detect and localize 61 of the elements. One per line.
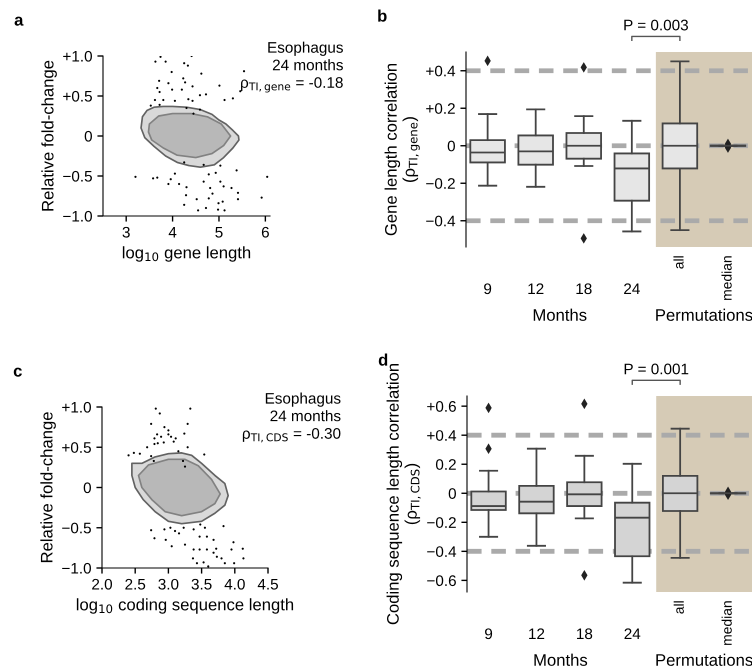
y-tick-label: −0.5: [63, 170, 92, 182]
text: Esophagus 24 months ρ$_{TI,CDS}$ = -0.30: [242, 392, 340, 442]
x-tick-label: 4.0: [224, 578, 245, 590]
x-tick-label: 18: [577, 628, 592, 640]
y-tick-label: +1.0: [63, 50, 92, 62]
x-axis-title: log$_{10}$ gene length: [122, 246, 250, 262]
x-tick-label: 5: [215, 226, 223, 238]
y-tick-label: +0.4: [426, 66, 456, 76]
y-tick-label: +0.6: [427, 401, 456, 412]
y-tick-label: −0.4: [427, 546, 456, 558]
x-tick-label: 12: [528, 283, 544, 294]
y-axis-title: Relative fold-change: [41, 60, 57, 211]
text: Esophagus 24 months ρ$_{TI,gene}$ = -0.18: [241, 42, 343, 92]
y-tick-label: +0.4: [427, 430, 456, 441]
y-axis-title: Gene length correlation (ρ$_{TI,gene}$): [384, 64, 420, 236]
x-tick-label: all: [673, 256, 684, 269]
x-tick-label: 9: [484, 283, 492, 294]
x-tick-label: 2.0: [92, 578, 112, 590]
y-tick-label: 0: [84, 482, 91, 494]
text: P = 0.003: [624, 20, 688, 30]
text: P = 0.001: [624, 364, 688, 374]
y-tick-label: −0.2: [426, 178, 455, 189]
x-tick-label: all: [674, 601, 684, 614]
y-tick-label: −1.0: [63, 210, 92, 222]
y-tick-label: 0.2: [436, 459, 456, 470]
y-tick-label: −1.0: [62, 562, 91, 574]
x-tick-label: 12: [529, 628, 544, 640]
text: Months: [534, 308, 586, 321]
y-tick-label: +0.5: [63, 90, 92, 102]
y-tick-label: +1.0: [62, 402, 91, 413]
y-tick-label: +0.2: [426, 103, 455, 114]
chart-title: d: [378, 354, 388, 366]
x-tick-label: 4: [168, 226, 176, 238]
x-tick-label: 6: [262, 226, 269, 238]
text: Months: [534, 654, 588, 666]
x-tick-label: 4.5: [258, 578, 278, 590]
x-tick-label: 24: [624, 283, 640, 294]
chart-title: a: [14, 16, 24, 26]
chart-title: c: [14, 368, 22, 377]
y-tick-label: 0: [448, 140, 455, 152]
x-tick-label: 3.0: [158, 578, 178, 590]
x-axis-title: log$_{10}$ coding sequence length: [76, 598, 294, 614]
y-tick-label: 0: [84, 130, 92, 142]
x-tick-label: 3.5: [192, 578, 212, 590]
y-axis-title: Relative fold-change: [40, 412, 56, 562]
chart-title: b: [378, 10, 387, 22]
y-tick-label: 0: [448, 488, 456, 499]
y-tick-label: −0.2: [427, 517, 456, 528]
y-tick-label: +0.5: [62, 442, 91, 453]
x-tick-label: 9: [485, 628, 492, 640]
x-tick-label: 2.5: [125, 578, 146, 590]
x-tick-label: median: [722, 601, 732, 645]
y-tick-label: −0.5: [62, 522, 91, 534]
y-tick-label: −0.4: [426, 216, 456, 226]
y-axis-title: Coding sequence length correlation (ρ$_{TI,CDS}$): [386, 364, 421, 624]
x-tick-label: 24: [624, 628, 640, 640]
x-tick-label: 3: [122, 226, 130, 238]
x-tick-label: median: [721, 256, 732, 300]
text: Permutations: [656, 308, 752, 321]
x-tick-label: 18: [576, 283, 592, 294]
y-tick-label: −0.6: [427, 575, 456, 586]
